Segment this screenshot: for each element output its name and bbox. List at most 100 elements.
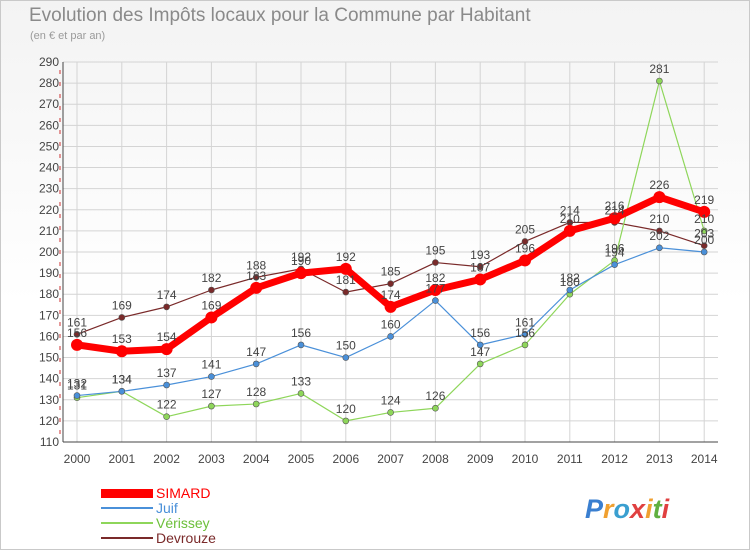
data-point-verissey (656, 77, 663, 85)
legend-label-devrouze: Devrouze (156, 530, 216, 546)
data-point-verissey (432, 404, 439, 412)
data-point-simard (608, 212, 621, 225)
data-label-verissey: 124 (381, 393, 401, 407)
data-label-simard: 187 (470, 260, 490, 274)
data-label-verissey: 210 (694, 212, 714, 226)
legend-label-simard: SIMARD (156, 485, 211, 501)
data-point-devrouze (252, 274, 260, 281)
data-point-verissey (521, 341, 529, 349)
data-label-devrouze: 203 (694, 227, 714, 241)
x-tick-label: 2002 (153, 452, 180, 466)
data-point-simard (160, 343, 173, 356)
data-label-juif: 202 (649, 229, 669, 243)
data-label-simard: 216 (605, 199, 625, 213)
data-point-devrouze (432, 259, 439, 266)
data-label-simard: 154 (157, 330, 177, 344)
legend-swatch-verissey (101, 522, 153, 524)
data-point-juif (611, 261, 618, 268)
x-tick-label: 2009 (467, 452, 494, 466)
data-label-verissey: 122 (157, 398, 177, 412)
data-label-verissey: 180 (560, 275, 580, 289)
data-label-verissey: 196 (605, 241, 625, 255)
legend-swatch-devrouze (101, 537, 153, 539)
data-label-devrouze: 214 (560, 203, 580, 217)
data-point-verissey (700, 227, 708, 235)
data-label-juif: 182 (560, 271, 580, 285)
data-label-devrouze: 214 (605, 203, 625, 217)
data-point-simard (384, 300, 397, 313)
data-label-simard: 226 (649, 178, 669, 192)
data-label-verissey: 127 (201, 387, 221, 401)
data-point-simard (698, 205, 711, 218)
data-label-juif: 200 (694, 233, 714, 247)
data-label-devrouze: 161 (67, 315, 87, 329)
data-label-devrouze: 193 (470, 248, 490, 262)
data-point-juif (566, 286, 574, 294)
data-label-simard: 210 (560, 212, 580, 226)
data-label-juif: 150 (336, 339, 356, 353)
legend-label-juif: Juif (156, 500, 178, 516)
data-point-devrouze (700, 242, 708, 249)
data-label-verissey: 131 (67, 379, 87, 393)
data-point-simard (519, 254, 531, 267)
data-point-simard (295, 267, 307, 280)
data-label-verissey: 120 (336, 402, 356, 416)
y-tick-label: 180 (39, 287, 59, 301)
data-label-simard: 196 (515, 241, 535, 255)
data-label-devrouze: 185 (381, 265, 401, 279)
data-label-juif: 161 (515, 315, 535, 329)
data-label-juif: 141 (201, 358, 221, 372)
svg-text:Proxiti: Proxiti (585, 494, 670, 524)
x-tick-label: 2005 (288, 452, 315, 466)
data-label-simard: 219 (694, 193, 714, 207)
data-point-juif (700, 248, 708, 256)
data-label-simard: 190 (291, 254, 311, 268)
data-point-verissey (476, 360, 484, 368)
y-tick-label: 220 (39, 203, 59, 217)
data-point-simard (339, 262, 352, 275)
data-point-devrouze (656, 227, 663, 235)
data-label-devrouze: 182 (201, 271, 221, 285)
data-label-simard: 174 (381, 288, 401, 302)
x-tick-label: 2000 (64, 452, 91, 466)
data-label-devrouze: 169 (112, 298, 132, 312)
data-point-simard (205, 311, 218, 324)
x-tick-label: 2006 (332, 452, 359, 466)
data-point-devrouze (73, 331, 81, 338)
x-tick-label: 2001 (108, 452, 135, 466)
y-tick-label: 190 (39, 266, 59, 280)
data-label-devrouze: 188 (246, 258, 266, 272)
data-label-simard: 182 (425, 271, 445, 285)
data-label-devrouze: 192 (291, 250, 311, 264)
data-point-devrouze (163, 303, 170, 311)
data-point-juif (297, 341, 305, 349)
y-tick-label: 260 (39, 118, 59, 132)
data-point-devrouze (208, 286, 215, 294)
data-label-devrouze: 174 (157, 288, 177, 302)
data-point-juif (163, 381, 170, 389)
data-label-juif: 156 (470, 326, 490, 340)
data-label-juif: 177 (425, 282, 445, 296)
y-tick-label: 160 (39, 329, 59, 343)
data-label-simard: 156 (67, 326, 87, 340)
data-point-simard (71, 338, 83, 351)
x-tick-label: 2011 (557, 452, 583, 466)
y-tick-label: 120 (39, 414, 59, 428)
y-tick-label: 130 (39, 393, 59, 407)
y-tick-label: 200 (39, 245, 59, 259)
proxiti-logo: Proxiti (585, 494, 670, 524)
data-label-simard: 153 (112, 332, 132, 346)
data-label-devrouze: 210 (649, 212, 669, 226)
data-label-juif: 137 (157, 366, 177, 380)
data-label-juif: 160 (381, 317, 401, 331)
data-point-verissey (208, 402, 215, 410)
data-point-simard (474, 273, 487, 286)
data-label-verissey: 147 (470, 345, 490, 359)
data-label-juif: 194 (605, 246, 625, 260)
data-point-verissey (387, 409, 394, 416)
data-point-simard (563, 224, 576, 237)
x-tick-label: 2003 (198, 452, 225, 466)
y-tick-label: 210 (39, 224, 59, 238)
data-label-juif: 147 (246, 345, 266, 359)
